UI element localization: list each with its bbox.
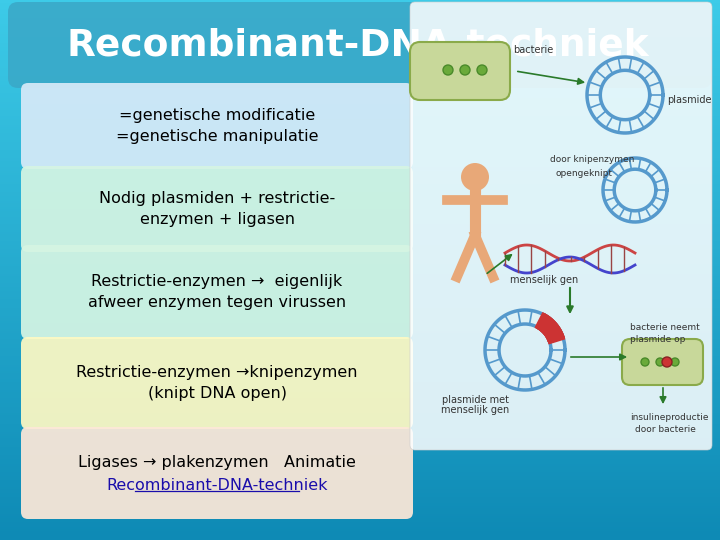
FancyBboxPatch shape (410, 42, 510, 100)
Text: door bacterie: door bacterie (635, 426, 696, 435)
FancyBboxPatch shape (21, 337, 413, 429)
FancyBboxPatch shape (21, 245, 413, 339)
Circle shape (662, 357, 672, 367)
Text: plasmide: plasmide (667, 95, 711, 105)
Text: plasmide op: plasmide op (630, 334, 685, 343)
Text: Restrictie-enzymen →  eigenlijk
afweer enzymen tegen virussen: Restrictie-enzymen → eigenlijk afweer en… (88, 274, 346, 310)
Text: menselijk gen: menselijk gen (510, 275, 578, 285)
Text: menselijk gen: menselijk gen (441, 405, 509, 415)
Circle shape (671, 358, 679, 366)
Text: =genetische modificatie
=genetische manipulatie: =genetische modificatie =genetische mani… (116, 107, 318, 144)
Text: Nodig plasmiden + restrictie-
enzymen + ligasen: Nodig plasmiden + restrictie- enzymen + … (99, 191, 335, 227)
Text: Recombinant-DNA-techniek: Recombinant-DNA-techniek (67, 27, 649, 63)
Text: opengeknipt: opengeknipt (555, 168, 612, 178)
Circle shape (443, 65, 453, 75)
Text: insulineproductie: insulineproductie (630, 414, 708, 422)
FancyBboxPatch shape (8, 2, 712, 88)
Text: plasmide met: plasmide met (441, 395, 508, 405)
Circle shape (656, 358, 664, 366)
Circle shape (461, 163, 489, 191)
FancyBboxPatch shape (21, 83, 413, 169)
FancyBboxPatch shape (21, 427, 413, 519)
Text: bacterie neemt: bacterie neemt (630, 322, 700, 332)
Text: bacterie: bacterie (513, 45, 553, 55)
Circle shape (641, 358, 649, 366)
Text: Restrictie-enzymen →knipenzymen
(knipt DNA open): Restrictie-enzymen →knipenzymen (knipt D… (76, 364, 358, 401)
FancyBboxPatch shape (21, 166, 413, 252)
Text: Recombinant-DNA-techniek: Recombinant-DNA-techniek (107, 478, 328, 494)
Text: door knipenzymen: door knipenzymen (550, 156, 634, 165)
FancyBboxPatch shape (410, 2, 712, 450)
FancyBboxPatch shape (622, 339, 703, 385)
Text: Ligases → plakenzymen   Animatie: Ligases → plakenzymen Animatie (78, 455, 356, 469)
Circle shape (477, 65, 487, 75)
Circle shape (460, 65, 470, 75)
